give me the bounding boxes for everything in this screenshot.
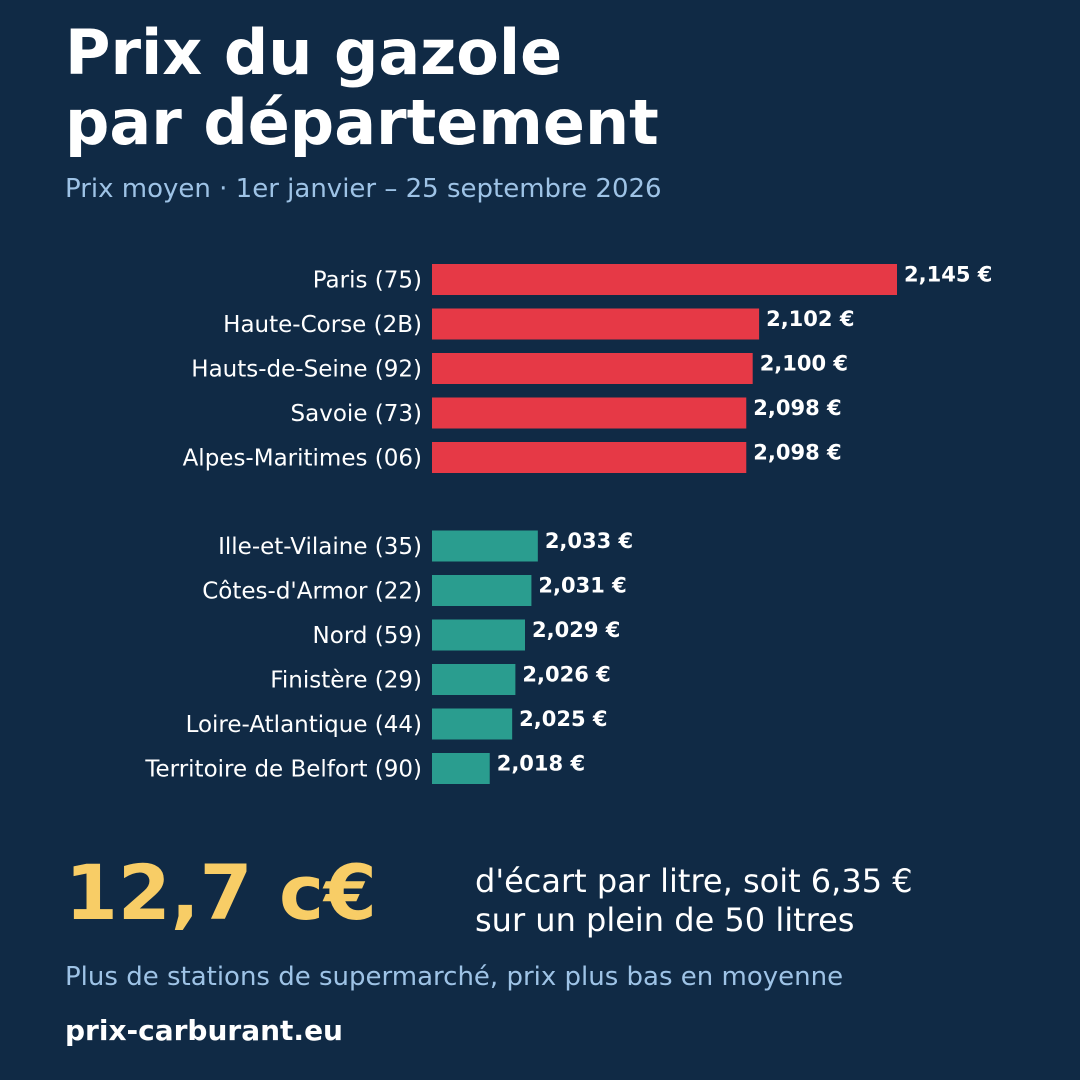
category-label: Hauts-de-Seine (92) xyxy=(191,357,422,383)
value-label: 2,102 € xyxy=(766,307,854,331)
bar xyxy=(432,353,753,384)
page-title: Prix du gazole par département xyxy=(65,18,659,158)
category-label: Territoire de Belfort (90) xyxy=(144,757,422,783)
bar xyxy=(432,530,538,562)
highlight-text-line-1: d'écart par litre, soit 6,35 € xyxy=(475,862,913,900)
bar xyxy=(432,664,516,695)
value-label: 2,098 € xyxy=(753,396,841,420)
bar xyxy=(432,308,760,340)
category-label: Paris (75) xyxy=(313,268,422,294)
category-label: Nord (59) xyxy=(313,623,422,649)
category-label: Haute-Corse (2B) xyxy=(223,312,422,338)
value-label: 2,031 € xyxy=(538,574,626,598)
category-label: Finistère (29) xyxy=(270,668,422,694)
bar xyxy=(432,397,747,429)
bar xyxy=(432,575,532,606)
value-label: 2,145 € xyxy=(904,263,992,287)
category-label: Savoie (73) xyxy=(291,401,422,427)
bar xyxy=(432,619,525,651)
value-label: 2,018 € xyxy=(497,752,585,776)
category-label: Loire-Atlantique (44) xyxy=(186,712,422,738)
footnote: Plus de stations de supermarché, prix pl… xyxy=(65,962,844,992)
category-label: Alpes-Maritimes (06) xyxy=(183,446,422,472)
value-label: 2,033 € xyxy=(545,529,633,553)
highlight-text-line-2: sur un plein de 50 litres xyxy=(475,901,855,939)
highlight-number: 12,7 c€ xyxy=(65,848,377,937)
value-label: 2,025 € xyxy=(519,707,607,731)
value-label: 2,029 € xyxy=(532,618,620,642)
subtitle: Prix moyen · 1er janvier – 25 septembre … xyxy=(65,174,662,204)
bar xyxy=(432,264,897,295)
bar xyxy=(432,753,490,784)
category-label: Côtes-d'Armor (22) xyxy=(202,579,422,605)
value-label: 2,100 € xyxy=(760,352,848,376)
bar xyxy=(432,708,513,740)
value-label: 2,026 € xyxy=(522,663,610,687)
title-line-1: Prix du gazole xyxy=(65,16,563,89)
title-line-2: par département xyxy=(65,86,659,159)
bar-chart: Paris (75) 2,145 € Haute-Corse (2B) 2,102 €… xyxy=(144,263,992,784)
bar xyxy=(432,442,747,473)
highlight-text: d'écart par litre, soit 6,35 € sur un pl… xyxy=(475,862,913,940)
source-label: prix-carburant.eu xyxy=(65,1014,343,1047)
value-label: 2,098 € xyxy=(753,441,841,465)
category-label: Ille-et-Vilaine (35) xyxy=(218,534,422,560)
